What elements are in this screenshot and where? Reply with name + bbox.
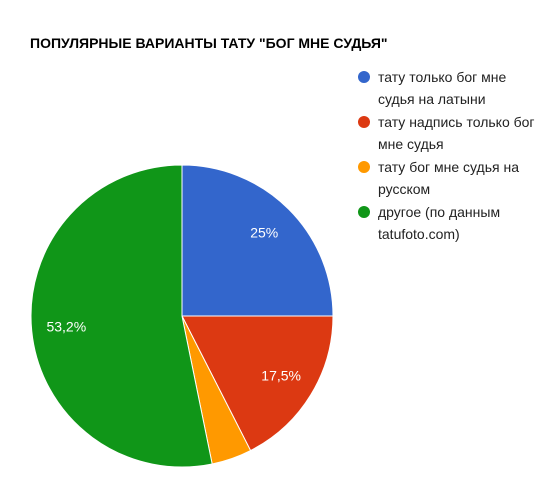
legend-item: тату надпись только бог мне судья — [356, 111, 536, 155]
legend-swatch — [358, 116, 370, 128]
legend: тату только бог мне судья на латыни тату … — [356, 66, 536, 246]
chart-title: ПОПУЛЯРНЫЕ ВАРИАНТЫ ТАТУ "БОГ МНЕ СУДЬЯ" — [30, 35, 388, 51]
legend-label: другое (по данным tatufoto.com) — [378, 204, 501, 242]
legend-label: тату надпись только бог мне судья — [378, 114, 535, 152]
data-label: 53,2% — [46, 318, 86, 334]
legend-swatch — [358, 71, 370, 83]
legend-item: тату только бог мне судья на латыни — [356, 66, 536, 110]
legend-label: тату бог мне судья на русском — [378, 159, 520, 197]
legend-label: тату только бог мне судья на латыни — [378, 69, 507, 107]
legend-swatch — [358, 161, 370, 173]
pie-slice — [181, 164, 334, 317]
data-label: 25% — [250, 224, 278, 240]
legend-item: тату бог мне судья на русском — [356, 156, 536, 200]
pie-slice — [30, 164, 213, 468]
legend-item: другое (по данным tatufoto.com) — [356, 201, 536, 245]
data-label: 17,5% — [261, 367, 301, 383]
pie-slice — [181, 315, 334, 452]
legend-swatch — [358, 206, 370, 218]
